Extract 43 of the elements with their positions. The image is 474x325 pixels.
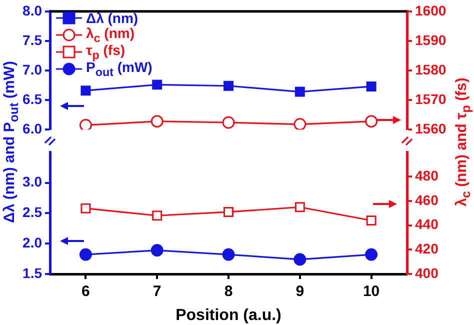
y-tick-label: 7.0: [22, 61, 42, 78]
y-tick-label: 7.5: [22, 32, 42, 48]
y-tick-label: 6.0: [22, 120, 42, 136]
point: [365, 248, 378, 261]
y2-tick-label: 420: [415, 240, 439, 257]
point: [80, 203, 91, 214]
point: [294, 202, 305, 212]
legend-label: τ$_{p}$ (fs): [86, 42, 126, 62]
y-tick-label: 3.0: [22, 174, 42, 190]
legend-label: Δλ (nm): [86, 10, 138, 26]
point: [224, 206, 234, 217]
x-tick-label: 8: [224, 283, 233, 300]
x-tick-label: 9: [296, 283, 304, 300]
y2-tick-label: 1600: [415, 2, 446, 18]
y2-tick-label: 1580: [415, 61, 446, 78]
x-tick-label: 6: [82, 283, 90, 300]
y2-tick-label: 460: [415, 192, 439, 208]
x-axis-title: Position (a.u.): [176, 306, 282, 324]
point: [152, 80, 162, 90]
y2-tick-label: 400: [415, 264, 439, 281]
y2-tick-label: 1560: [415, 120, 446, 136]
y-tick-label: 2.0: [22, 234, 42, 250]
y-tick-label: 2.5: [22, 204, 42, 220]
y2-tick-label: 440: [415, 216, 439, 232]
point: [366, 81, 376, 92]
point: [366, 216, 376, 226]
y-tick-label: 8.0: [22, 2, 42, 18]
point: [150, 244, 164, 257]
point: [222, 248, 235, 261]
point: [224, 80, 234, 91]
x-tick-label: 7: [152, 283, 162, 300]
legend-label: λ$_{c}$ (nm): [86, 25, 134, 45]
y2-tick-label: 480: [415, 168, 439, 184]
point: [79, 248, 92, 261]
y-tick-label: 6.5: [22, 90, 42, 107]
point: [152, 210, 162, 221]
y-tick-label: 1.5: [22, 264, 42, 281]
y2-tick-label: 1570: [415, 90, 446, 107]
y2-tick-label: 1590: [415, 32, 446, 48]
x-tick-label: 10: [362, 283, 380, 300]
point: [294, 86, 305, 97]
point: [80, 86, 91, 96]
point: [294, 253, 306, 266]
